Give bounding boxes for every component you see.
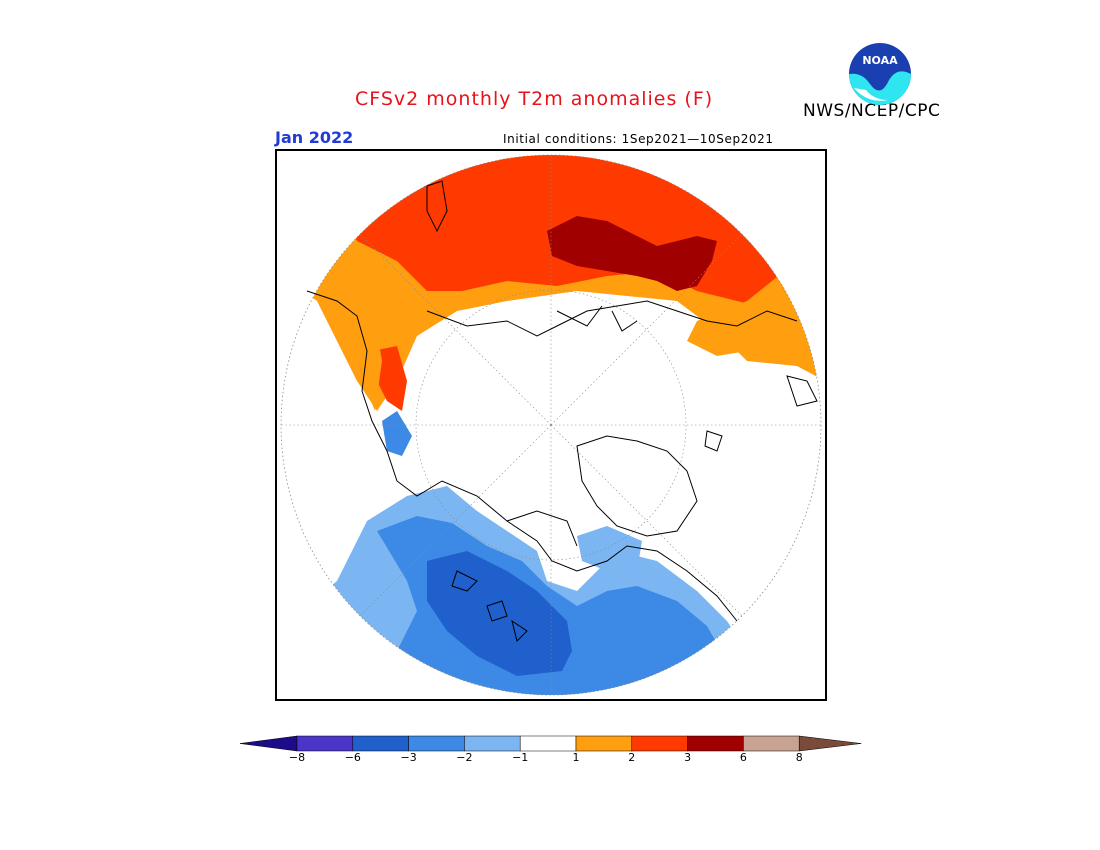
colorbar-bin-1: [296, 735, 354, 752]
colorbar-tick-label: −3: [400, 751, 417, 764]
coastlines: [306, 180, 818, 642]
cold-region-alaska: [382, 411, 412, 456]
colorbar-bin-4: [464, 735, 521, 752]
colorbar-bin-8: [687, 735, 744, 752]
colorbar-bin-0: [240, 735, 298, 752]
colorbar-bin-10: [798, 735, 862, 752]
latitude-circle: [415, 289, 687, 561]
colorbar-tick-label: 3: [684, 751, 692, 764]
colorbar-bins: [240, 735, 862, 752]
noaa-logo-icon: NOAA: [849, 43, 911, 105]
map-frame: [275, 149, 827, 701]
colorbar-tick-label: −8: [288, 751, 306, 764]
colorbar-bin-5: [519, 735, 577, 752]
logo-text: NOAA: [862, 54, 898, 67]
colorbar-tick-label: −2: [456, 751, 473, 764]
initial-conditions: Initial conditions: 1Sep2021—10Sep2021: [503, 132, 774, 146]
colorbar-bin-7: [631, 735, 688, 752]
colorbar-tick-label: −6: [344, 751, 361, 764]
meridians: [281, 155, 821, 695]
colorbar-tick-label: 2: [628, 751, 636, 764]
valid-month: Jan 2022: [275, 128, 354, 147]
colorbar-bin-6: [575, 735, 633, 752]
cold-region-dark: [427, 551, 572, 676]
colorbar-bin-2: [352, 735, 409, 752]
agency-label: NWS/NCEP/CPC: [803, 101, 941, 121]
map-boundary: [280, 154, 822, 696]
warm-region-darkred: [547, 216, 717, 291]
colorbar-tick-label: 6: [739, 751, 747, 764]
polar-map: [280, 154, 822, 696]
colorbar-bin-9: [743, 735, 800, 752]
chart-title: CFSv2 monthly T2m anomalies (F): [355, 88, 714, 110]
colorbar: [240, 735, 862, 752]
colorbar-tick-label: 8: [795, 751, 803, 764]
colorbar-bin-3: [408, 735, 465, 752]
colorbar-tick-label: −1: [512, 751, 529, 764]
colorbar-tick-label: 1: [572, 751, 580, 764]
